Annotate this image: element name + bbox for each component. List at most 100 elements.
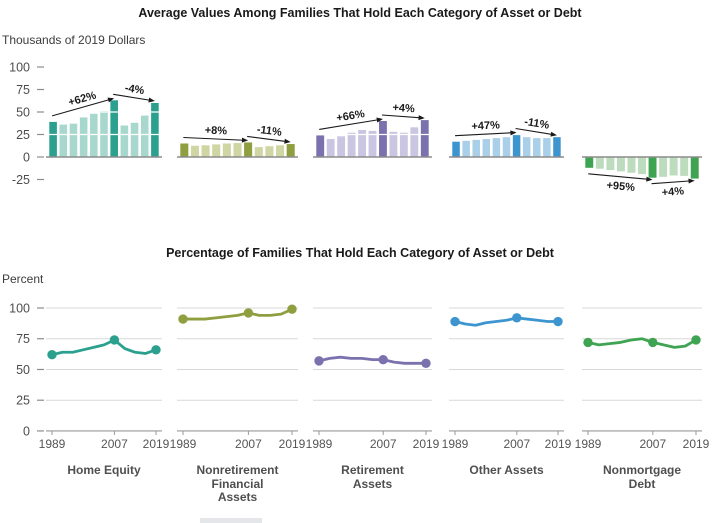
- y-tick-label: 100: [9, 61, 30, 75]
- annotation-arrow: [319, 119, 380, 130]
- category-label-other-assets: Other Assets: [437, 463, 576, 478]
- y-tick-label: 75: [16, 332, 30, 346]
- annotation-arrow: [588, 173, 649, 180]
- bar-chart-nonretirement-financial-assets: +8% -11%: [177, 88, 298, 181]
- data-point-2019: [421, 358, 431, 369]
- annotation-label: -11%: [523, 116, 550, 132]
- bar-2019: [553, 137, 561, 157]
- bar-1992: [462, 140, 470, 157]
- annotation-label: -11%: [256, 124, 283, 139]
- cutoff-artifact: [200, 518, 262, 523]
- trend-line: [181, 307, 294, 321]
- data-point-1989: [314, 356, 324, 366]
- bar-1992: [595, 157, 604, 169]
- bar-2013: [533, 138, 541, 157]
- y-tick-label: 50: [16, 106, 30, 120]
- category-label-line: Financial: [211, 476, 264, 491]
- category-label-line: Retirement: [341, 463, 404, 477]
- category-label-home-equity: Home Equity: [34, 463, 174, 478]
- y-tick-label: 0: [23, 151, 30, 165]
- y-tick-label: 75: [16, 83, 30, 97]
- x-tick-label: 2007: [370, 437, 397, 451]
- x-tick-label: 2007: [101, 437, 128, 451]
- y-tick-label: 25: [16, 394, 30, 408]
- data-point-2007: [243, 308, 254, 318]
- bar-2004: [638, 157, 646, 175]
- bar-2007: [244, 142, 253, 157]
- bar-1998: [347, 132, 356, 157]
- bar-1989: [316, 135, 325, 157]
- line-chart-nonretirement-financial-assets: 1989 2007 2019: [170, 304, 306, 451]
- arrowhead-icon: [550, 131, 557, 137]
- annotation-label: +8%: [204, 124, 227, 137]
- x-tick-label: 1989: [39, 437, 66, 451]
- bar-chart-home-equity: +62% -4%: [46, 82, 162, 181]
- bar-1989: [585, 157, 594, 168]
- category-label-line: Nonretirement: [196, 463, 279, 477]
- bar-2013: [669, 157, 678, 176]
- line-chart-retirement-assets: 1989 2007 2019: [306, 307, 440, 451]
- data-point-2007: [109, 335, 120, 345]
- data-point-2019: [151, 345, 161, 355]
- bar-2010: [254, 147, 263, 157]
- average-values-bar-charts: 100 75 50 25 0 -25 +62% -4% +8% -11% +66% +4% +47% -1…: [9, 61, 702, 199]
- annotation-arrow: [381, 114, 421, 119]
- arrowhead-icon: [646, 176, 653, 182]
- line-chart-nonmortgage-debt: 1989 2007 2019: [575, 307, 710, 451]
- top-units-label: Thousands of 2019 Dollars: [2, 33, 146, 47]
- category-label-line: Nonmortgage: [603, 463, 681, 477]
- bar-2001: [492, 138, 501, 157]
- y-tick-label: 100: [9, 302, 30, 316]
- y-tick-label: 50: [16, 363, 30, 377]
- arrowhead-icon: [107, 97, 115, 103]
- bar-2010: [389, 131, 398, 157]
- category-label-line: Other Assets: [469, 463, 544, 477]
- x-tick-label: 2019: [683, 437, 710, 451]
- category-label-line: Assets: [352, 476, 393, 491]
- bar-2007: [110, 100, 118, 157]
- bar-2001: [90, 113, 98, 157]
- trend-line: [317, 355, 428, 365]
- bar-1998: [482, 139, 491, 157]
- bar-1992: [326, 139, 335, 157]
- annotation-arrow: [247, 135, 287, 143]
- bar-1995: [69, 123, 78, 157]
- bar-2001: [627, 157, 636, 173]
- annotation-label: +62%: [67, 90, 98, 109]
- x-tick-label: 2007: [503, 437, 530, 451]
- x-tick-label: 2007: [235, 437, 262, 451]
- data-point-1989: [583, 337, 593, 348]
- category-label-line: Home Equity: [67, 463, 141, 477]
- data-point-1989: [450, 316, 460, 327]
- bar-2016: [543, 138, 551, 157]
- data-point-2019: [691, 335, 701, 345]
- data-point-2007: [648, 337, 658, 348]
- bar-2016: [140, 115, 149, 157]
- x-tick-label: 1989: [170, 437, 197, 451]
- bar-2019: [690, 157, 699, 179]
- category-labels-row: Home Equity Nonretirement Financial Assets R…: [0, 463, 720, 514]
- trend-line: [586, 337, 698, 349]
- bar-2019: [286, 144, 295, 157]
- data-point-2007: [512, 313, 522, 323]
- bar-2016: [276, 145, 285, 157]
- bottom-units-label: Percent: [2, 272, 44, 286]
- data-point-2019: [553, 316, 563, 327]
- bar-chart-nonmortgage-debt: +95% +4%: [582, 88, 702, 199]
- bar-2016: [410, 127, 419, 157]
- annotation-label: +4%: [392, 102, 415, 116]
- arrowhead-icon: [510, 130, 517, 136]
- data-point-1989: [178, 314, 188, 324]
- annotation-label: -4%: [124, 82, 145, 97]
- bar-1992: [59, 124, 68, 157]
- bar-2004: [233, 143, 242, 157]
- bar-2013: [130, 122, 139, 157]
- annotation-label: +47%: [471, 119, 500, 132]
- y-tick-label: 25: [16, 128, 30, 142]
- annotation-arrow: [183, 136, 245, 141]
- x-tick-label: 2007: [639, 437, 666, 451]
- arrowhead-icon: [418, 115, 425, 121]
- category-label-line: Debt: [628, 476, 656, 491]
- x-tick-label: 2019: [143, 437, 170, 451]
- trend-line: [50, 338, 158, 357]
